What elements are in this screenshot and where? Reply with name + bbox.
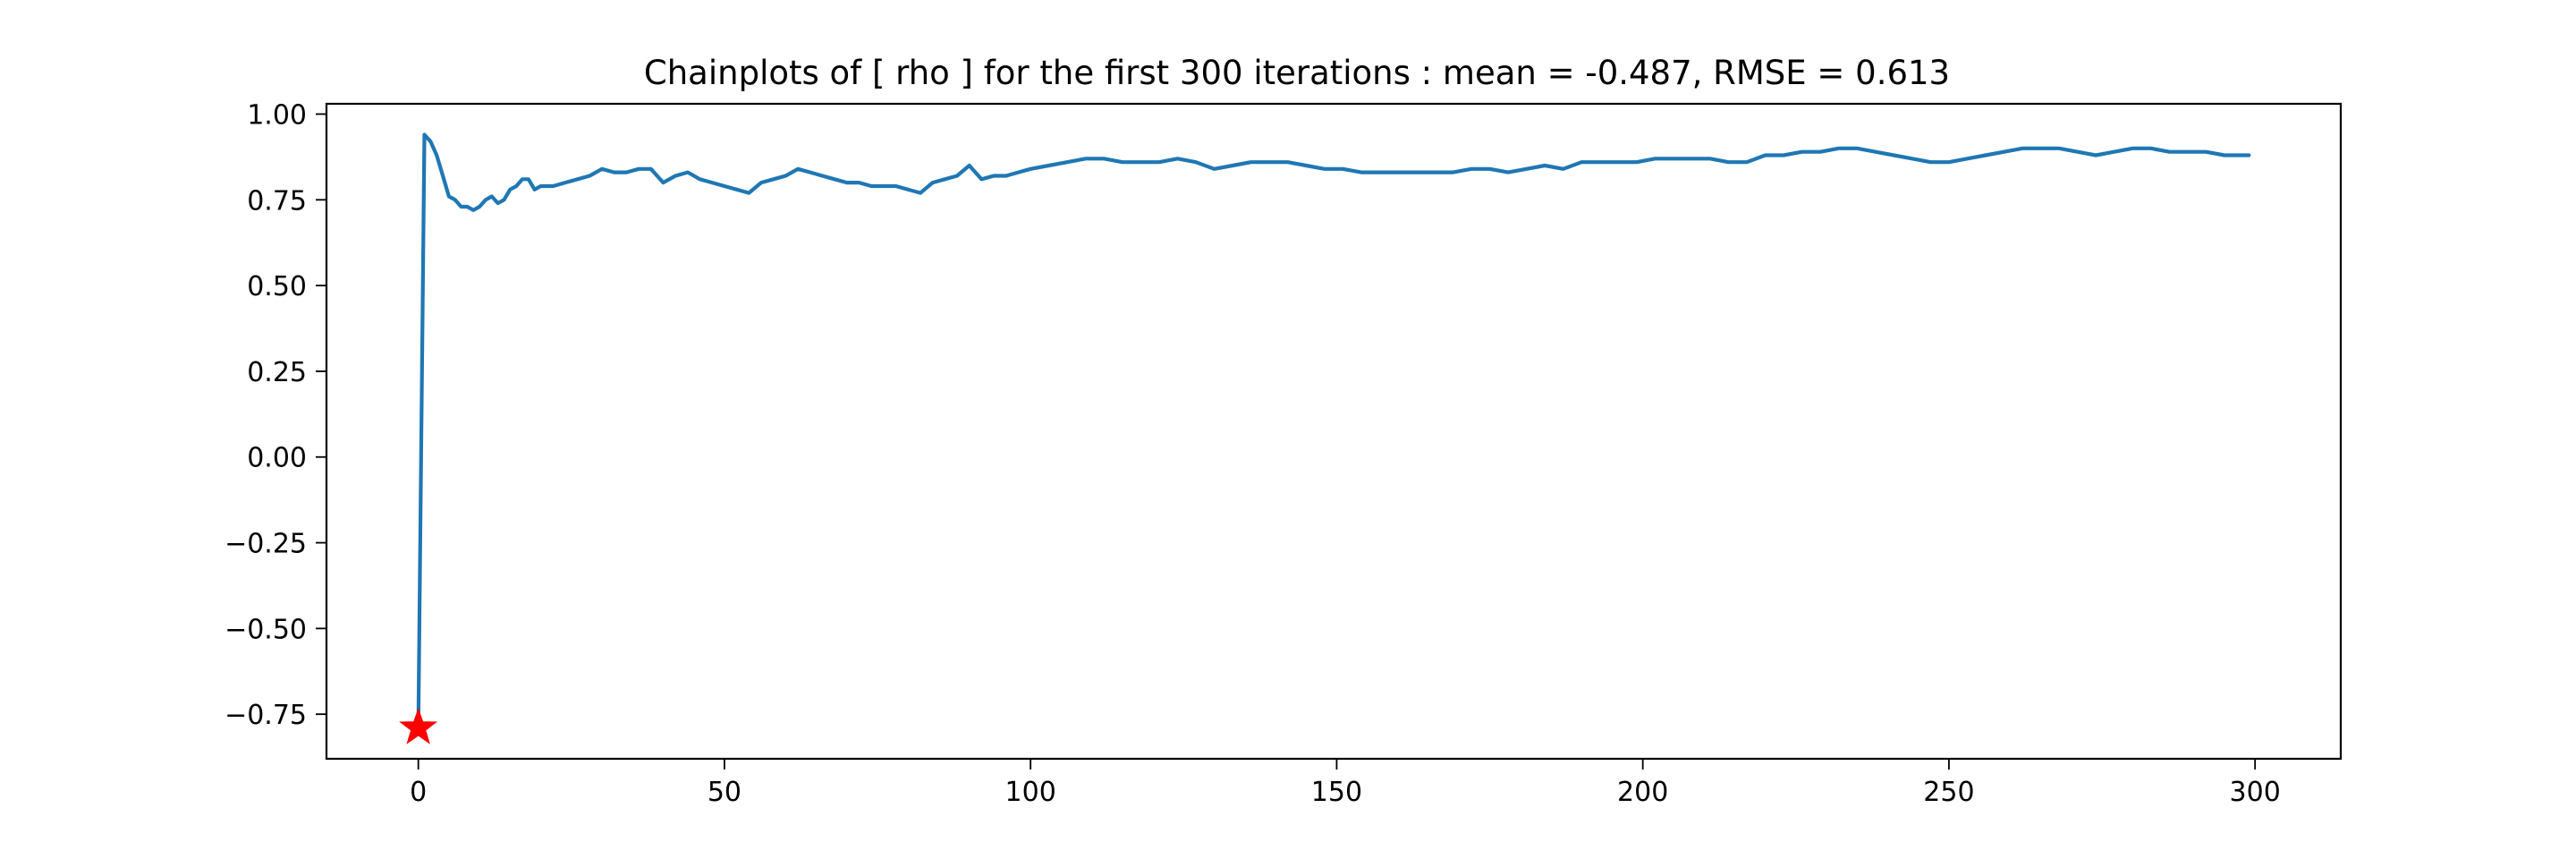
y-tick-label: 1.00 [247, 99, 307, 131]
y-tick-label: 0.50 [247, 271, 307, 302]
plot-area [399, 132, 2251, 744]
x-tick-label: 100 [1005, 777, 1056, 808]
x-tick-label: 50 [708, 777, 741, 808]
y-tick-label: −0.25 [225, 529, 307, 560]
x-tick-label: 250 [1923, 777, 1974, 808]
x-axis-ticks: 0 50 100 150 200 250 300 [410, 759, 2281, 808]
x-tick-label: 0 [410, 777, 427, 808]
y-tick-label: −0.50 [225, 614, 307, 645]
y-axis-ticks: 1.00 0.75 0.50 0.25 0.00 −0.25 −0.50 −0.75 [225, 99, 326, 731]
chart-title: Chainplots of [ rho ] for the first 300 … [644, 54, 1950, 92]
y-tick-label: 0.25 [247, 357, 307, 388]
y-tick-label: −0.75 [225, 700, 307, 731]
x-tick-label: 300 [2230, 777, 2281, 808]
y-tick-label: 0.00 [247, 443, 307, 474]
y-tick-label: 0.75 [247, 185, 307, 217]
series-line [416, 132, 2251, 730]
x-tick-label: 150 [1311, 777, 1362, 808]
x-tick-label: 200 [1617, 777, 1668, 808]
axes-frame [325, 102, 2343, 761]
start-star-marker [399, 708, 438, 744]
